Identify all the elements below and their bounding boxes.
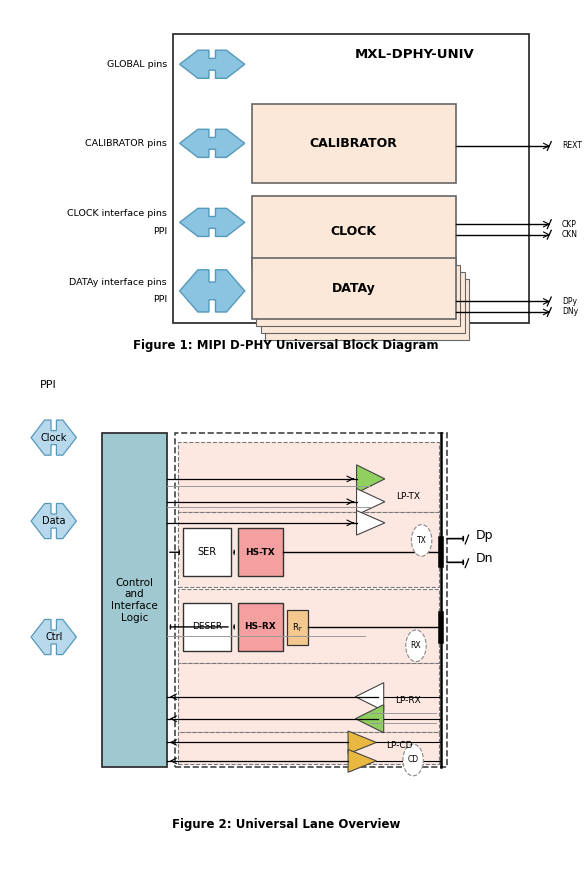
Text: PPI: PPI <box>40 380 56 390</box>
FancyBboxPatch shape <box>288 610 308 645</box>
Polygon shape <box>355 682 384 711</box>
Text: CKP: CKP <box>562 219 577 229</box>
Text: TX: TX <box>417 536 427 545</box>
Text: HS-RX: HS-RX <box>244 622 276 631</box>
Text: PPI: PPI <box>153 295 167 304</box>
FancyBboxPatch shape <box>183 603 231 652</box>
Polygon shape <box>180 50 245 79</box>
Polygon shape <box>356 511 385 535</box>
Text: CD: CD <box>408 756 419 765</box>
Text: CLOCK interface pins: CLOCK interface pins <box>67 210 167 218</box>
Text: PPI: PPI <box>153 226 167 236</box>
Text: CLOCK: CLOCK <box>331 225 377 238</box>
Polygon shape <box>31 620 76 654</box>
Text: Figure 2: Universal Lane Overview: Figure 2: Universal Lane Overview <box>172 818 400 831</box>
FancyBboxPatch shape <box>252 196 455 266</box>
FancyBboxPatch shape <box>178 663 438 732</box>
FancyBboxPatch shape <box>178 442 438 512</box>
Text: Dp: Dp <box>475 529 493 542</box>
Text: CKN: CKN <box>562 230 578 240</box>
Text: Control
and
Interface
Logic: Control and Interface Logic <box>111 578 158 622</box>
Text: DESER: DESER <box>192 622 222 631</box>
Text: HS-TX: HS-TX <box>246 548 275 557</box>
Text: Ctrl: Ctrl <box>45 632 62 642</box>
FancyBboxPatch shape <box>252 103 455 183</box>
Text: CALIBRATOR pins: CALIBRATOR pins <box>85 139 167 148</box>
FancyBboxPatch shape <box>178 512 438 587</box>
FancyBboxPatch shape <box>261 271 465 333</box>
Text: Figure 1: MIPI D-PHY Universal Block Diagram: Figure 1: MIPI D-PHY Universal Block Dia… <box>133 339 438 352</box>
Text: Dn: Dn <box>475 552 493 566</box>
Polygon shape <box>348 731 376 754</box>
FancyBboxPatch shape <box>183 528 231 576</box>
FancyBboxPatch shape <box>238 603 283 652</box>
Polygon shape <box>356 489 385 514</box>
Text: CALIBRATOR: CALIBRATOR <box>310 137 398 149</box>
Text: Clock: Clock <box>40 432 67 443</box>
Polygon shape <box>356 465 385 493</box>
Text: SER: SER <box>197 547 216 557</box>
FancyBboxPatch shape <box>252 257 455 319</box>
FancyBboxPatch shape <box>102 433 167 767</box>
Polygon shape <box>355 705 384 733</box>
Text: GLOBAL pins: GLOBAL pins <box>107 60 167 69</box>
Text: DATAy: DATAy <box>332 282 376 294</box>
FancyBboxPatch shape <box>256 264 460 326</box>
Polygon shape <box>31 504 76 538</box>
FancyBboxPatch shape <box>178 732 438 765</box>
Circle shape <box>406 630 426 661</box>
Polygon shape <box>31 420 76 455</box>
Circle shape <box>403 744 423 776</box>
FancyBboxPatch shape <box>178 589 438 663</box>
Text: LP-CD: LP-CD <box>387 741 413 750</box>
Circle shape <box>411 524 432 556</box>
Text: RX: RX <box>411 641 421 651</box>
Text: DATAy interface pins: DATAy interface pins <box>69 278 167 286</box>
Text: LP-TX: LP-TX <box>396 492 420 501</box>
Text: LP-RX: LP-RX <box>395 696 421 705</box>
Text: DNy: DNy <box>562 308 578 316</box>
Polygon shape <box>180 270 245 312</box>
FancyBboxPatch shape <box>238 528 283 576</box>
FancyBboxPatch shape <box>173 34 529 324</box>
Polygon shape <box>180 209 245 236</box>
Text: MXL-DPHY-UNIV: MXL-DPHY-UNIV <box>355 48 475 61</box>
Text: DPy: DPy <box>562 297 577 306</box>
Text: Data: Data <box>42 516 66 526</box>
Text: R$_T$: R$_T$ <box>292 621 304 634</box>
Text: REXT: REXT <box>562 141 582 150</box>
FancyBboxPatch shape <box>265 278 469 340</box>
Polygon shape <box>180 129 245 157</box>
Polygon shape <box>348 750 376 773</box>
